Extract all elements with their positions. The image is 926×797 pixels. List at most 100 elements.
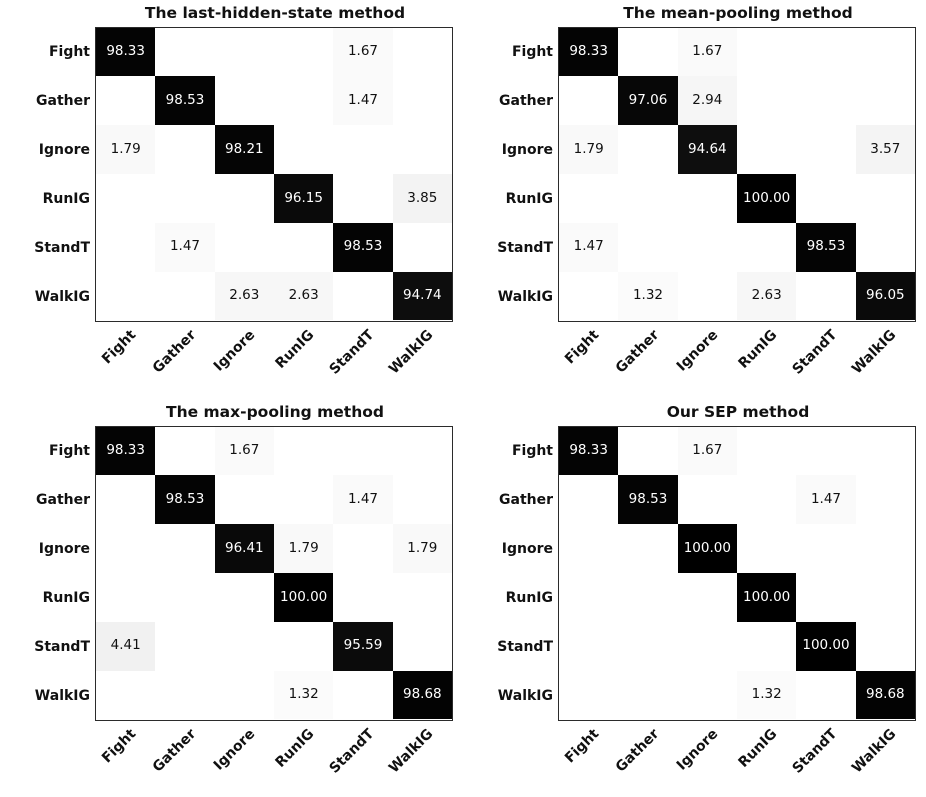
matrix-cell: 98.33 [559,426,619,476]
panel-title: The max-pooling method [166,403,384,421]
matrix-cell [736,125,797,174]
matrix-cell: 1.47 [333,76,393,126]
matrix-cell [618,173,678,223]
matrix-cell [96,524,156,573]
y-tick-label: Ignore [501,541,553,558]
matrix-cell [618,27,678,77]
matrix-cell: 1.79 [392,524,452,573]
matrix-cell [155,572,215,622]
matrix-cell [333,670,393,720]
matrix-cell [855,572,915,622]
matrix-cell [677,572,737,622]
matrix-cell [677,475,737,525]
y-tick-label: StandT [34,638,90,655]
matrix-cell [392,475,452,525]
y-tick-label: Gather [499,492,553,509]
matrix-cell [618,670,678,720]
matrix-cell [155,621,215,671]
matrix-cell: 1.47 [155,222,215,272]
matrix-cell: 98.33 [96,27,156,77]
matrix-cell [214,76,274,126]
matrix-cell [392,621,452,671]
matrix-cell [155,524,215,573]
matrix-cell [796,125,856,174]
y-tick-label: WalkIG [34,687,90,704]
matrix-cell: 100.00 [273,572,334,622]
matrix-cell [559,173,619,223]
matrix-cell [96,670,156,720]
matrix-cell: 1.79 [273,524,334,573]
matrix-cell [392,426,452,476]
y-tick-label: Gather [36,93,90,110]
matrix-cell: 2.63 [273,271,334,321]
matrix-cell [855,222,915,272]
y-tick-label: Ignore [38,541,90,558]
matrix-cell [559,572,619,622]
panel-sep-method: Our SEP method 98.33 1.67 98.53 1.47 100.00 1… [463,399,926,797]
matrix-cell: 2.63 [736,271,797,321]
matrix-cell [796,524,856,573]
matrix-cell [796,670,856,720]
y-tick-label: Gather [499,93,553,110]
matrix-cell: 98.53 [155,76,215,126]
y-tick-label: WalkIG [497,288,553,305]
matrix-cell [559,670,619,720]
panel-title: The last-hidden-state method [144,4,406,22]
matrix-cell: 4.41 [96,621,156,671]
matrix-cell [796,426,856,476]
matrix-cell [214,621,274,671]
matrix-cell: 100.00 [796,621,856,671]
matrix-cell [392,125,452,174]
heatmap-grid: 98.33 1.67 97.06 2.94 1.79 94.64 3.57 100.00 1.4… [558,26,916,322]
matrix-cell: 96.05 [855,271,915,321]
matrix-cell: 1.47 [796,475,856,525]
y-axis-labels: Fight Gather Ignore RunIG StandT WalkIG [0,28,90,321]
panel-mean-pooling: The mean-pooling method 98.33 1.67 97.06 2.… [463,0,926,398]
matrix-cell [736,76,797,126]
matrix-cell [796,27,856,77]
x-tick-label: Fight [562,726,603,767]
matrix-cell [155,125,215,174]
matrix-cell [273,27,334,77]
matrix-cell [96,76,156,126]
panel-max-pooling: The max-pooling method 98.33 1.67 98.53 1.4… [0,399,463,797]
matrix-cell [155,670,215,720]
heatmap-grid: 98.33 1.67 98.53 1.47 1.79 98.21 96.15 3.85 1.47… [95,26,453,322]
matrix-cell [677,222,737,272]
matrix-cell [855,475,915,525]
matrix-cell: 98.53 [155,475,215,525]
y-tick-label: Fight [48,44,90,61]
matrix-cell: 98.53 [333,222,393,272]
matrix-cell [796,271,856,321]
y-tick-label: RunIG [42,190,90,207]
matrix-cell [796,572,856,622]
matrix-cell [155,27,215,77]
matrix-cell [855,27,915,77]
y-tick-label: Gather [36,492,90,509]
matrix-cell [618,125,678,174]
heatmap-grid: 98.33 1.67 98.53 1.47 96.41 1.79 1.79 100.00 4.4… [95,425,453,721]
y-tick-label: Fight [511,443,553,460]
matrix-cell: 1.47 [559,222,619,272]
matrix-cell: 96.41 [214,524,274,573]
matrix-cell: 3.85 [392,173,452,223]
matrix-cell [736,621,797,671]
matrix-cell [333,271,393,321]
matrix-cell: 98.53 [618,475,678,525]
matrix-cell: 1.32 [273,670,334,720]
matrix-cell [855,426,915,476]
matrix-cell [677,271,737,321]
matrix-cell [677,621,737,671]
matrix-cell [96,475,156,525]
matrix-cell [155,173,215,223]
matrix-cell: 100.00 [736,572,797,622]
matrix-cell: 100.00 [677,524,737,573]
matrix-cell [273,621,334,671]
y-tick-label: RunIG [42,589,90,606]
matrix-cell [392,27,452,77]
y-tick-label: Ignore [38,142,90,159]
matrix-cell: 1.67 [333,27,393,77]
matrix-cell [559,271,619,321]
matrix-cell: 2.94 [677,76,737,126]
y-tick-label: StandT [497,638,553,655]
